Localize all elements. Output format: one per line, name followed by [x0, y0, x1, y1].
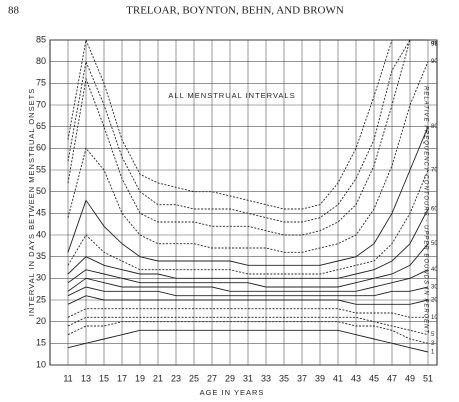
x-tick-label: 29 — [225, 373, 235, 383]
x-tick-label: 37 — [297, 373, 307, 383]
x-tick-label: 13 — [81, 373, 91, 383]
x-tick-label: 31 — [243, 373, 253, 383]
series-label: 80 — [431, 124, 438, 130]
contour-line — [67, 329, 429, 353]
x-tick-label: 27 — [207, 373, 217, 383]
y-tick-label: 60 — [36, 143, 46, 153]
contour-line — [67, 61, 429, 253]
contour-line — [67, 321, 429, 344]
series-label: 60 — [431, 207, 438, 213]
plot-frame — [49, 39, 438, 366]
series-label: 30 — [431, 285, 438, 291]
y-tick-label: 65 — [36, 121, 46, 131]
y-tick-label: 85 — [36, 34, 46, 44]
y-tick-label: 40 — [36, 229, 46, 239]
y-axis-label: INTERVAL IN DAYS BETWEEN MENSTRUAL ONSET… — [27, 88, 36, 316]
x-tick-label: 35 — [279, 373, 289, 383]
contour-line — [67, 169, 429, 275]
y-tick-label: 20 — [36, 316, 46, 326]
contour-line — [67, 38, 428, 210]
series-label: 99 — [431, 42, 438, 48]
series-label: 90 — [431, 59, 438, 65]
y-tick-label: 10 — [36, 359, 46, 369]
x-tick-label: 15 — [99, 373, 109, 383]
x-tick-label: 17 — [117, 373, 127, 383]
contour-line — [67, 295, 429, 305]
x-tick-label: 33 — [261, 373, 271, 383]
chart-title: ALL MENSTRUAL INTERVALS — [168, 91, 295, 100]
series-label: 40 — [431, 267, 438, 273]
series-label: 1 — [431, 350, 435, 356]
x-tick-label: 21 — [153, 373, 163, 383]
series-label: 10 — [431, 315, 438, 321]
y-tick-label: 55 — [36, 164, 46, 174]
contour-line — [67, 243, 429, 288]
y-tick-label: 35 — [36, 251, 46, 261]
x-tick-label: 45 — [369, 373, 379, 383]
contour-line — [67, 308, 428, 318]
series-label: 3 — [431, 341, 435, 347]
y-tick-label: 80 — [36, 56, 46, 66]
x-tick-label: 43 — [351, 373, 361, 383]
y-tick-label: 45 — [36, 208, 46, 218]
x-tick-label: 39 — [315, 373, 325, 383]
series-label: 70 — [431, 168, 438, 174]
series-label: 50 — [431, 241, 438, 247]
contour-line — [67, 126, 429, 266]
contour-line — [67, 208, 429, 279]
contour-line — [67, 316, 429, 336]
x-tick-label: 41 — [333, 373, 343, 383]
series-label: 95 — [431, 42, 438, 48]
x-tick-label: 11 — [63, 373, 72, 383]
x-tick-label: 51 — [423, 373, 433, 383]
y-tick-label: 70 — [36, 99, 46, 109]
contour-line — [67, 39, 428, 236]
contour-line — [67, 39, 428, 223]
y-tick-label: 30 — [36, 273, 46, 283]
page-number: 88 — [8, 5, 20, 17]
x-tick-label: 49 — [405, 373, 415, 383]
x-axis-label: AGE IN YEARS — [200, 388, 265, 397]
y-tick-label: 25 — [36, 294, 46, 304]
contour-line — [67, 286, 429, 297]
x-tick-label: 47 — [387, 373, 397, 383]
series-label: 5 — [431, 332, 435, 338]
y-tick-label: 50 — [36, 186, 46, 196]
series-label: 97 — [431, 42, 438, 48]
x-tick-label: 23 — [171, 373, 181, 383]
series-label: 20 — [431, 298, 438, 304]
x-tick-label: 19 — [135, 373, 145, 383]
running-head: TRELOAR, BOYNTON, BEHN, AND BROWN — [126, 5, 344, 17]
y-tick-label: 75 — [36, 78, 46, 88]
y-tick-label: 15 — [36, 338, 46, 348]
contour-note: RELATIVE FREQUENCY CONTOURS - UPPER BOUN… — [422, 86, 428, 334]
x-tick-label: 25 — [189, 373, 199, 383]
contour-line — [67, 269, 429, 292]
